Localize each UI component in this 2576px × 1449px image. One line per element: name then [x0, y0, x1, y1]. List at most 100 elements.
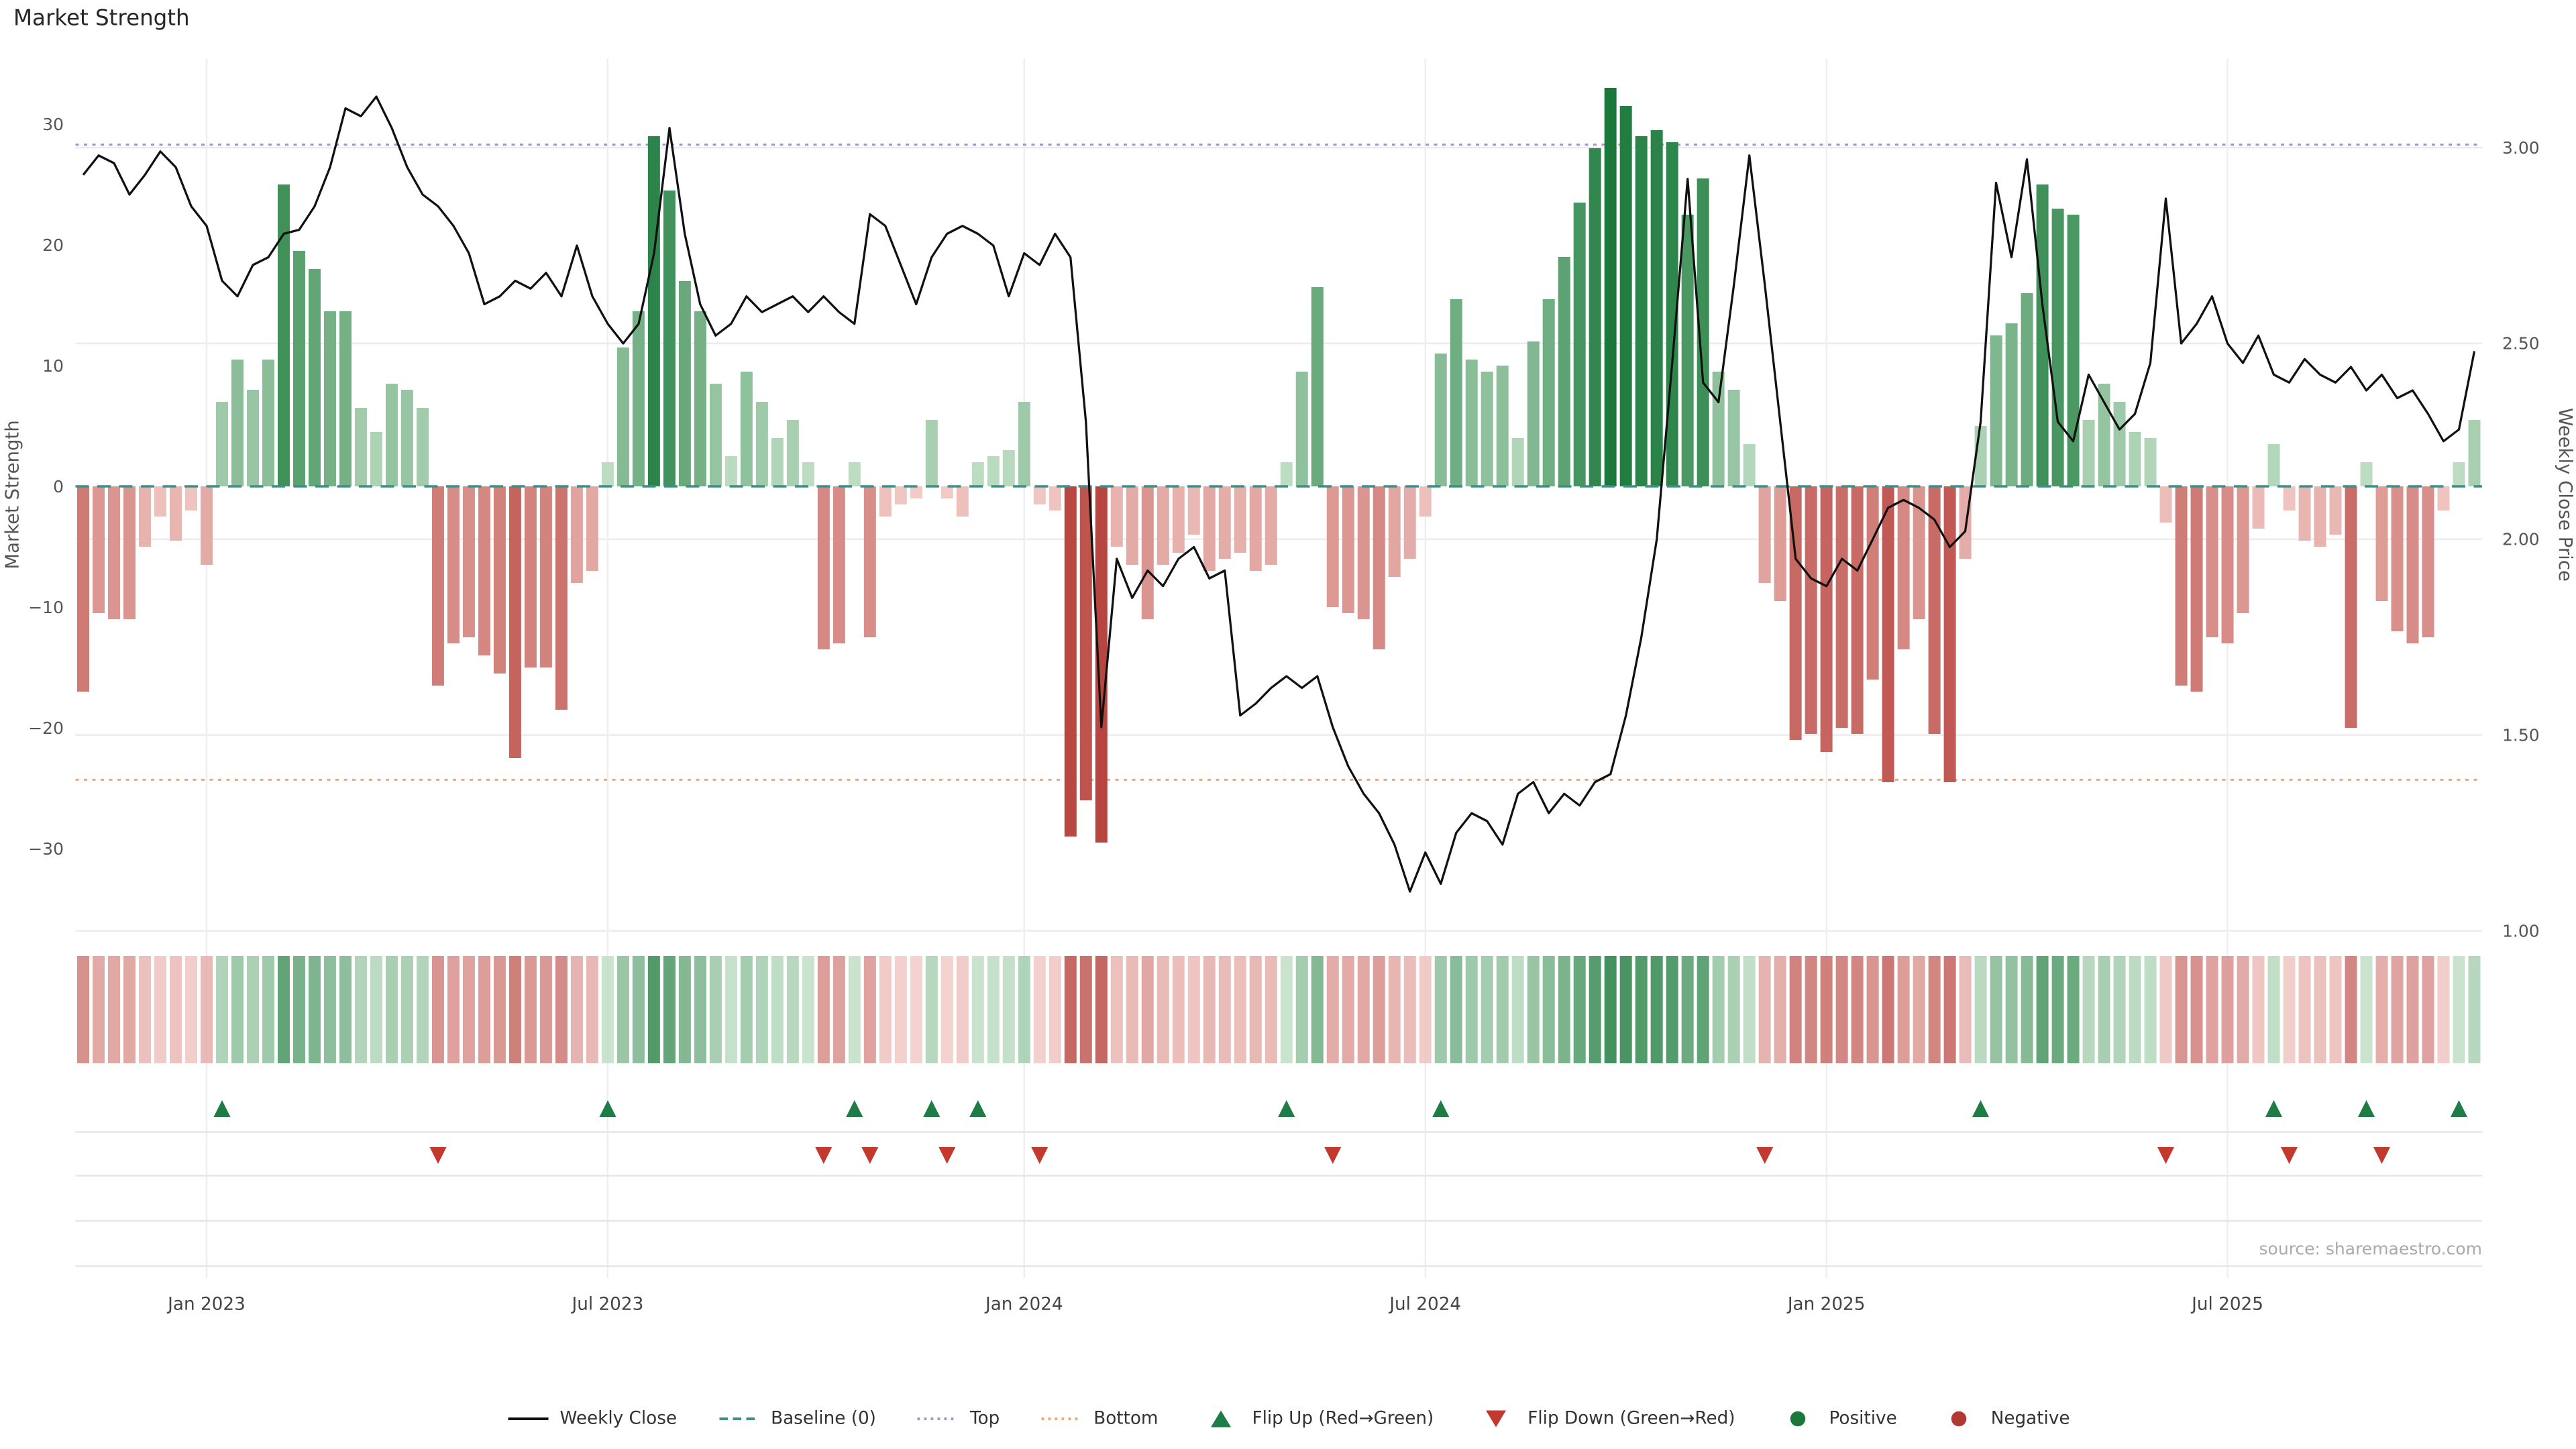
legend-item-negative: Negative — [1937, 1409, 2070, 1429]
strength-bar-negative — [2391, 486, 2404, 631]
heatmap-cell — [941, 956, 953, 1063]
strength-bar-negative — [1187, 486, 1200, 535]
strength-bar-negative — [879, 486, 892, 517]
heatmap-cell — [1496, 956, 1509, 1063]
heatmap-cell — [1974, 956, 1987, 1063]
heatmap-cell — [1959, 956, 1972, 1063]
strength-bar-negative — [524, 486, 537, 667]
heatmap-cell — [215, 956, 228, 1063]
strength-bar-positive — [1542, 299, 1555, 486]
flip-up-marker — [2265, 1100, 2282, 1117]
x-axis-tick: Jan 2023 — [166, 1295, 246, 1315]
heatmap-cell — [1589, 956, 1601, 1063]
strength-bar-negative — [956, 486, 969, 517]
strength-bar-positive — [1465, 360, 1478, 486]
left-axis-title: Market Strength — [2, 420, 23, 569]
heatmap-cell — [2005, 956, 2018, 1063]
strength-bar-negative — [1265, 486, 1277, 565]
flip-down-marker — [2373, 1147, 2390, 1164]
strength-bar-negative — [833, 486, 845, 643]
heatmap-cell — [2144, 956, 2157, 1063]
heatmap-cell — [1774, 956, 1786, 1063]
strength-bar-negative — [817, 486, 830, 649]
heatmap-cell — [200, 956, 213, 1063]
heatmap-cell — [1249, 956, 1262, 1063]
strength-bar-negative — [1172, 486, 1185, 553]
heatmap-cell — [339, 956, 352, 1063]
heatmap-cell — [694, 956, 706, 1063]
strength-bar-negative — [2252, 486, 2265, 529]
strength-bar-positive — [925, 420, 938, 486]
strength-bar-positive — [2021, 293, 2033, 486]
flip-up-marker — [213, 1100, 231, 1117]
heatmap-cell — [2175, 956, 2188, 1063]
strength-bar-positive — [385, 384, 398, 486]
heatmap-cell — [2406, 956, 2419, 1063]
bottom-legend-marker — [1041, 1417, 1082, 1420]
strength-bar-positive — [1558, 257, 1570, 486]
heatmap-cell — [1851, 956, 1864, 1063]
heatmap-cell — [2267, 956, 2280, 1063]
heatmap-cell — [802, 956, 814, 1063]
heatmap-cell — [323, 956, 336, 1063]
heatmap-cell — [1234, 956, 1246, 1063]
strength-bar-negative — [1064, 486, 1077, 837]
heatmap-cell — [539, 956, 552, 1063]
strength-bar-negative — [1203, 486, 1216, 571]
strength-bar-negative — [586, 486, 598, 571]
heatmap-cell — [616, 956, 629, 1063]
strength-bar-positive — [231, 360, 244, 486]
strength-bar-negative — [2221, 486, 2234, 643]
heatmap-cell — [262, 956, 274, 1063]
heatmap-cell — [77, 956, 89, 1063]
right-axis-tick: 2.50 — [2502, 334, 2540, 354]
heatmap-cell — [1357, 956, 1370, 1063]
heatmap-cell — [138, 956, 151, 1063]
heatmap-cell — [1913, 956, 1925, 1063]
positive-legend-marker — [1789, 1411, 1805, 1427]
legend-label: Weekly Close — [559, 1409, 678, 1429]
x-axis-tick: Jan 2024 — [984, 1295, 1063, 1315]
strength-bar-positive — [724, 456, 737, 486]
flip-down-marker — [815, 1147, 833, 1164]
left-axis-tick: −20 — [28, 718, 64, 738]
strength-bar-negative — [570, 486, 583, 583]
strength-bar-negative — [1157, 486, 1169, 565]
strength-bar-positive — [1481, 372, 1493, 486]
strength-bar-negative — [431, 486, 444, 686]
legend-label: Positive — [1829, 1409, 1897, 1429]
x-axis-tick: Jul 2024 — [1388, 1295, 1461, 1315]
heatmap-cell — [431, 956, 444, 1063]
heatmap-cell — [1079, 956, 1092, 1063]
heatmap-cell — [1018, 956, 1030, 1063]
strength-bar-negative — [2283, 486, 2296, 511]
heatmap-cell — [817, 956, 830, 1063]
strength-bar-positive — [416, 408, 429, 486]
strength-bar-negative — [1218, 486, 1231, 559]
strength-bar-positive — [1295, 372, 1308, 486]
strength-bar-negative — [2206, 486, 2218, 637]
strength-bar-positive — [2005, 323, 2018, 486]
heatmap-cell — [108, 956, 120, 1063]
strength-bar-positive — [277, 184, 290, 486]
heatmap-cell — [678, 956, 691, 1063]
legend-label: Top — [969, 1409, 1000, 1429]
strength-bar-positive — [2036, 184, 2049, 486]
strength-bar-positive — [339, 311, 352, 486]
strength-bar-positive — [2468, 420, 2481, 486]
strength-bar-negative — [493, 486, 506, 674]
legend-label: Flip Down (Green→Red) — [1527, 1409, 1735, 1429]
strength-bar-negative — [2298, 486, 2311, 541]
strength-bar-negative — [1758, 486, 1771, 583]
strength-bar-negative — [1126, 486, 1138, 565]
heatmap-cell — [2021, 956, 2033, 1063]
legend-item-baseline: Baseline (0) — [717, 1409, 876, 1429]
strength-bar-positive — [1635, 136, 1648, 486]
strength-bar-positive — [1712, 372, 1725, 486]
strength-bar-positive — [1619, 106, 1632, 486]
strength-bar-negative — [478, 486, 490, 655]
heatmap-cell — [1573, 956, 1586, 1063]
heatmap-cell — [1295, 956, 1308, 1063]
heatmap-cell — [709, 956, 722, 1063]
